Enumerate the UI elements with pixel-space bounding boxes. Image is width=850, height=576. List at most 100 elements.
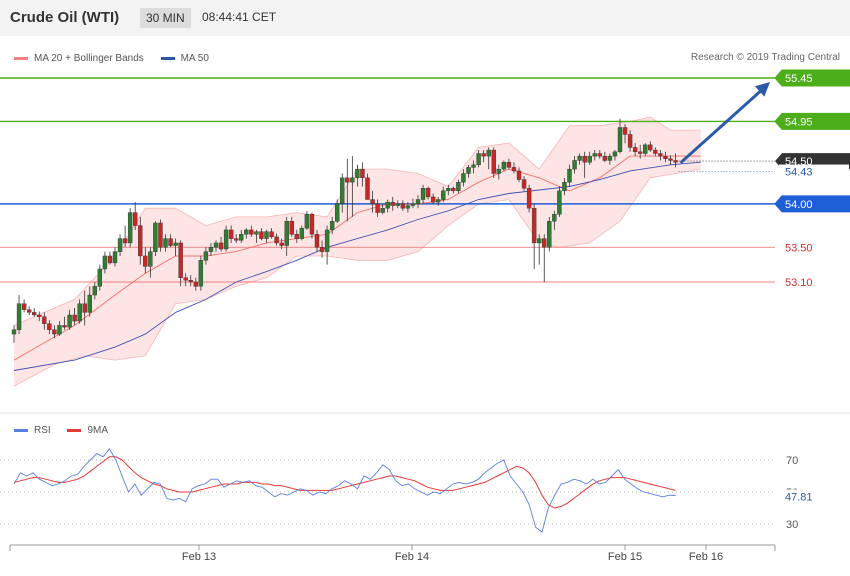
rsi-ma-swatch — [67, 429, 82, 432]
legend-ma50: MA 50 — [160, 53, 209, 64]
candle-body — [198, 260, 204, 287]
candle-body — [627, 134, 633, 148]
candle-body — [47, 323, 52, 330]
candle-body — [526, 188, 532, 209]
level-tag-resistance: 54.95 — [774, 112, 850, 130]
legend-rsi-label: RSI — [34, 425, 51, 436]
candle-body — [622, 127, 628, 135]
candle-body — [279, 242, 284, 246]
candle-body — [597, 153, 602, 157]
candle-body — [163, 238, 168, 248]
candle-body — [52, 329, 57, 335]
candle-body — [173, 242, 178, 246]
candle-body — [607, 155, 613, 161]
candle-body — [506, 162, 512, 168]
bollinger-band-fill — [14, 117, 701, 387]
candle-body — [112, 251, 118, 264]
rsi-panel: 70503047.81 — [0, 412, 850, 533]
level-label: 53.50 — [785, 242, 813, 254]
time-tick-label: Feb 16 — [689, 551, 723, 563]
ma50-value-bg — [779, 164, 849, 179]
ma50-value-tag: 54.43 — [779, 164, 849, 179]
candle-body — [153, 222, 158, 252]
candle-body — [486, 149, 491, 157]
timeframe-badge[interactable]: 30 MIN — [140, 8, 191, 28]
candle-body — [345, 177, 350, 183]
research-credit: Research © 2019 Trading Central — [690, 52, 840, 63]
candle-body — [582, 155, 587, 163]
bollinger-lower-line — [13, 168, 701, 387]
candle-body — [254, 231, 259, 235]
candle-body — [26, 309, 32, 313]
rsi-value-bg — [779, 489, 849, 504]
candles — [11, 118, 678, 343]
candle-body — [294, 234, 299, 239]
candle-body — [430, 196, 436, 203]
candle-body — [668, 158, 673, 161]
candle-body — [117, 238, 123, 252]
candle-body — [213, 242, 219, 248]
candle-body — [380, 208, 385, 213]
level-label: 53.10 — [785, 277, 813, 289]
candle-body — [299, 227, 305, 239]
candle-body — [501, 162, 507, 170]
rsi-line — [13, 447, 676, 533]
candle-body — [340, 177, 345, 205]
candle-body — [289, 221, 294, 235]
candle-body — [264, 231, 269, 239]
candle-body — [476, 153, 481, 166]
candle-body — [274, 236, 279, 244]
candle-body — [511, 167, 517, 172]
candle-body — [466, 167, 471, 174]
candle-body — [127, 212, 133, 244]
candle-body — [375, 203, 380, 213]
candle-body — [663, 155, 668, 159]
projection-arrow-shaft — [679, 86, 766, 164]
candle-body — [259, 231, 264, 239]
candle-body — [425, 188, 431, 198]
candle-body — [309, 214, 315, 235]
projection-arrow-head — [754, 82, 770, 97]
candle-body — [249, 229, 254, 235]
bollinger-upper-line — [13, 116, 701, 326]
candle-body — [203, 251, 209, 261]
candle-body — [107, 255, 113, 264]
candle-body — [572, 160, 577, 170]
candle-body — [62, 325, 67, 328]
candle-body — [643, 144, 648, 154]
legend-ma20: MA 20 + Bollinger Bands — [14, 53, 144, 64]
candle-body — [415, 199, 421, 205]
candle-body — [385, 201, 390, 209]
candle-body — [632, 147, 638, 152]
time-tick-label: Feb 13 — [182, 551, 216, 563]
candle-body — [395, 203, 400, 206]
candle-body — [446, 188, 451, 192]
candle-body — [531, 208, 537, 244]
legend-rsi: RSI — [14, 425, 51, 436]
candle-body — [143, 255, 148, 267]
candle-body — [158, 222, 163, 248]
candle-body — [542, 238, 547, 248]
candle-body — [193, 281, 199, 287]
legend-rsi-ma-label: 9MA — [87, 425, 109, 436]
candle-body — [612, 151, 618, 157]
candle-body — [496, 168, 501, 174]
rsi-legend: RSI 9MA — [14, 424, 122, 436]
level-tag-bg — [774, 69, 850, 87]
rsi-value-label: 47.81 — [785, 492, 813, 504]
candle-body — [441, 190, 446, 200]
candle-body — [592, 153, 597, 157]
candle-body — [138, 225, 143, 257]
candle-body — [400, 203, 406, 209]
candle-body — [567, 168, 572, 183]
candle-body — [97, 268, 103, 287]
candle-body — [617, 127, 623, 152]
candle-body — [557, 190, 562, 215]
candle-body — [420, 188, 426, 200]
rsi-swatch — [14, 429, 28, 432]
legend-rsi-ma: 9MA — [67, 425, 108, 436]
ma50-line — [13, 161, 701, 371]
candle-body — [355, 168, 360, 179]
